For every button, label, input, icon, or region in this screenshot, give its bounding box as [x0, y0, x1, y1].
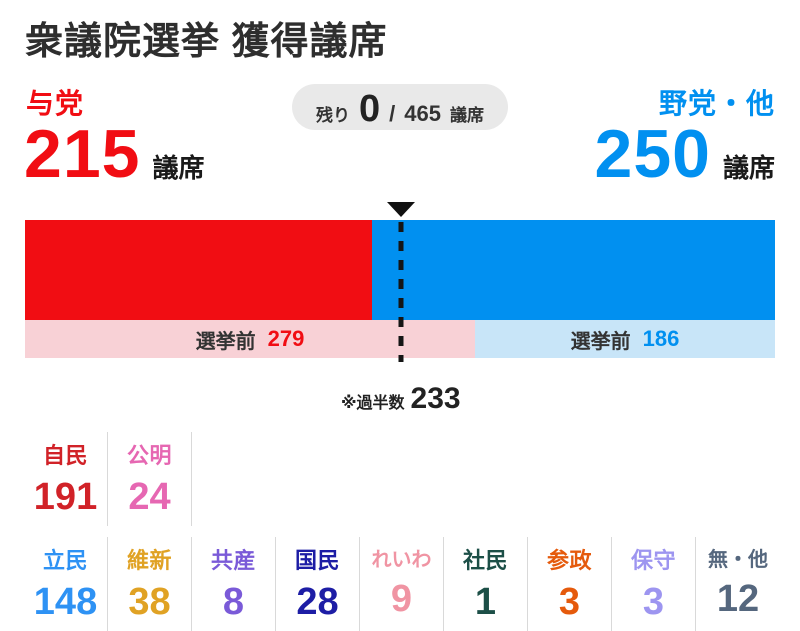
opposition-bloc-label: 野党・他: [658, 88, 775, 119]
remaining-slash: /: [389, 101, 396, 126]
majority-marker-triangle: [386, 202, 415, 217]
page-title: 衆議院選挙 獲得議席: [25, 21, 388, 63]
party-col-komei: 公明 24: [108, 432, 192, 526]
remaining-seats-pill: 残り 0 / 465 議席: [292, 84, 508, 130]
pre-election-label-opposition: 選挙前: [570, 330, 631, 353]
pre-election-label-ruling: 選挙前: [195, 330, 256, 353]
bar-segment-ruling: [25, 220, 372, 320]
party-name: 公明: [126, 443, 172, 468]
party-col-kokumin: 国民 28: [276, 537, 360, 631]
party-seats: 24: [128, 476, 171, 518]
remaining-prefix: 残り: [316, 106, 351, 125]
party-name: 社民: [462, 548, 508, 573]
party-col-mushozoku-others: 無・他 12: [696, 537, 780, 631]
party-col-ishin: 維新 38: [108, 537, 192, 631]
pre-election-bar: 選挙前 279 選挙前 186: [25, 320, 775, 358]
opposition-seats-line: 250 議席: [595, 120, 775, 188]
ruling-seat-count: 215: [24, 116, 141, 192]
party-name: 立民: [42, 548, 88, 573]
ruling-parties-row: 自民 191 公明 24: [24, 432, 192, 526]
bar-segment-opposition: [371, 220, 775, 320]
pre-election-segment-opposition: 選挙前 186: [475, 320, 775, 358]
majority-note: ※過半数 233: [341, 382, 461, 416]
party-col-kyosan: 共産 8: [192, 537, 276, 631]
opposition-seat-unit: 議席: [722, 153, 775, 183]
party-seats: 8: [222, 581, 245, 623]
ruling-bloc-label: 与党: [26, 88, 85, 119]
party-name: 共産: [210, 548, 256, 573]
party-col-jimin: 自民 191: [24, 432, 108, 526]
party-name: 参政: [546, 548, 592, 573]
ruling-seats-line: 215 議席: [24, 120, 204, 188]
party-seats: 12: [716, 578, 760, 620]
party-seats: 1: [474, 581, 497, 623]
party-name: 無・他: [708, 549, 768, 571]
party-seats: 3: [642, 581, 665, 623]
opposition-parties-row: 立民 148 維新 38 共産 8 国民 28 れいわ 9 社民 1 参政 3 …: [24, 537, 780, 631]
party-col-shamin: 社民 1: [444, 537, 528, 631]
pre-election-segment-ruling: 選挙前 279: [25, 320, 475, 358]
remaining-unit: 議席: [449, 106, 484, 125]
party-name: 保守: [630, 548, 676, 573]
party-col-reiwa: れいわ 9: [360, 537, 444, 631]
party-seats: 9: [390, 578, 413, 620]
total-seats: 465: [404, 101, 441, 126]
majority-note-prefix: ※過半数: [340, 395, 405, 412]
party-name: 維新: [126, 548, 172, 573]
seat-bar-chart: 選挙前 279 選挙前 186 ※過半数 233: [25, 200, 775, 420]
party-col-hoshu: 保守 3: [612, 537, 696, 631]
ruling-seat-unit: 議席: [152, 153, 205, 183]
pre-election-value-opposition: 186: [642, 326, 680, 351]
party-name: れいわ: [371, 549, 432, 571]
party-seats: 38: [128, 581, 171, 623]
party-name: 国民: [294, 548, 340, 573]
majority-dashed-line: [398, 222, 404, 362]
remaining-value: 0: [359, 88, 381, 130]
majority-note-value: 233: [410, 382, 461, 415]
seats-bar: [25, 220, 775, 320]
party-col-sansei: 参政 3: [528, 537, 612, 631]
pre-election-value-ruling: 279: [267, 326, 305, 351]
party-seats: 191: [33, 476, 98, 518]
party-seats: 3: [558, 581, 581, 623]
party-name: 自民: [42, 443, 88, 468]
opposition-seat-count: 250: [594, 116, 711, 192]
party-seats: 28: [296, 581, 339, 623]
party-col-rikken: 立民 148: [24, 537, 108, 631]
party-seats: 148: [33, 581, 98, 623]
